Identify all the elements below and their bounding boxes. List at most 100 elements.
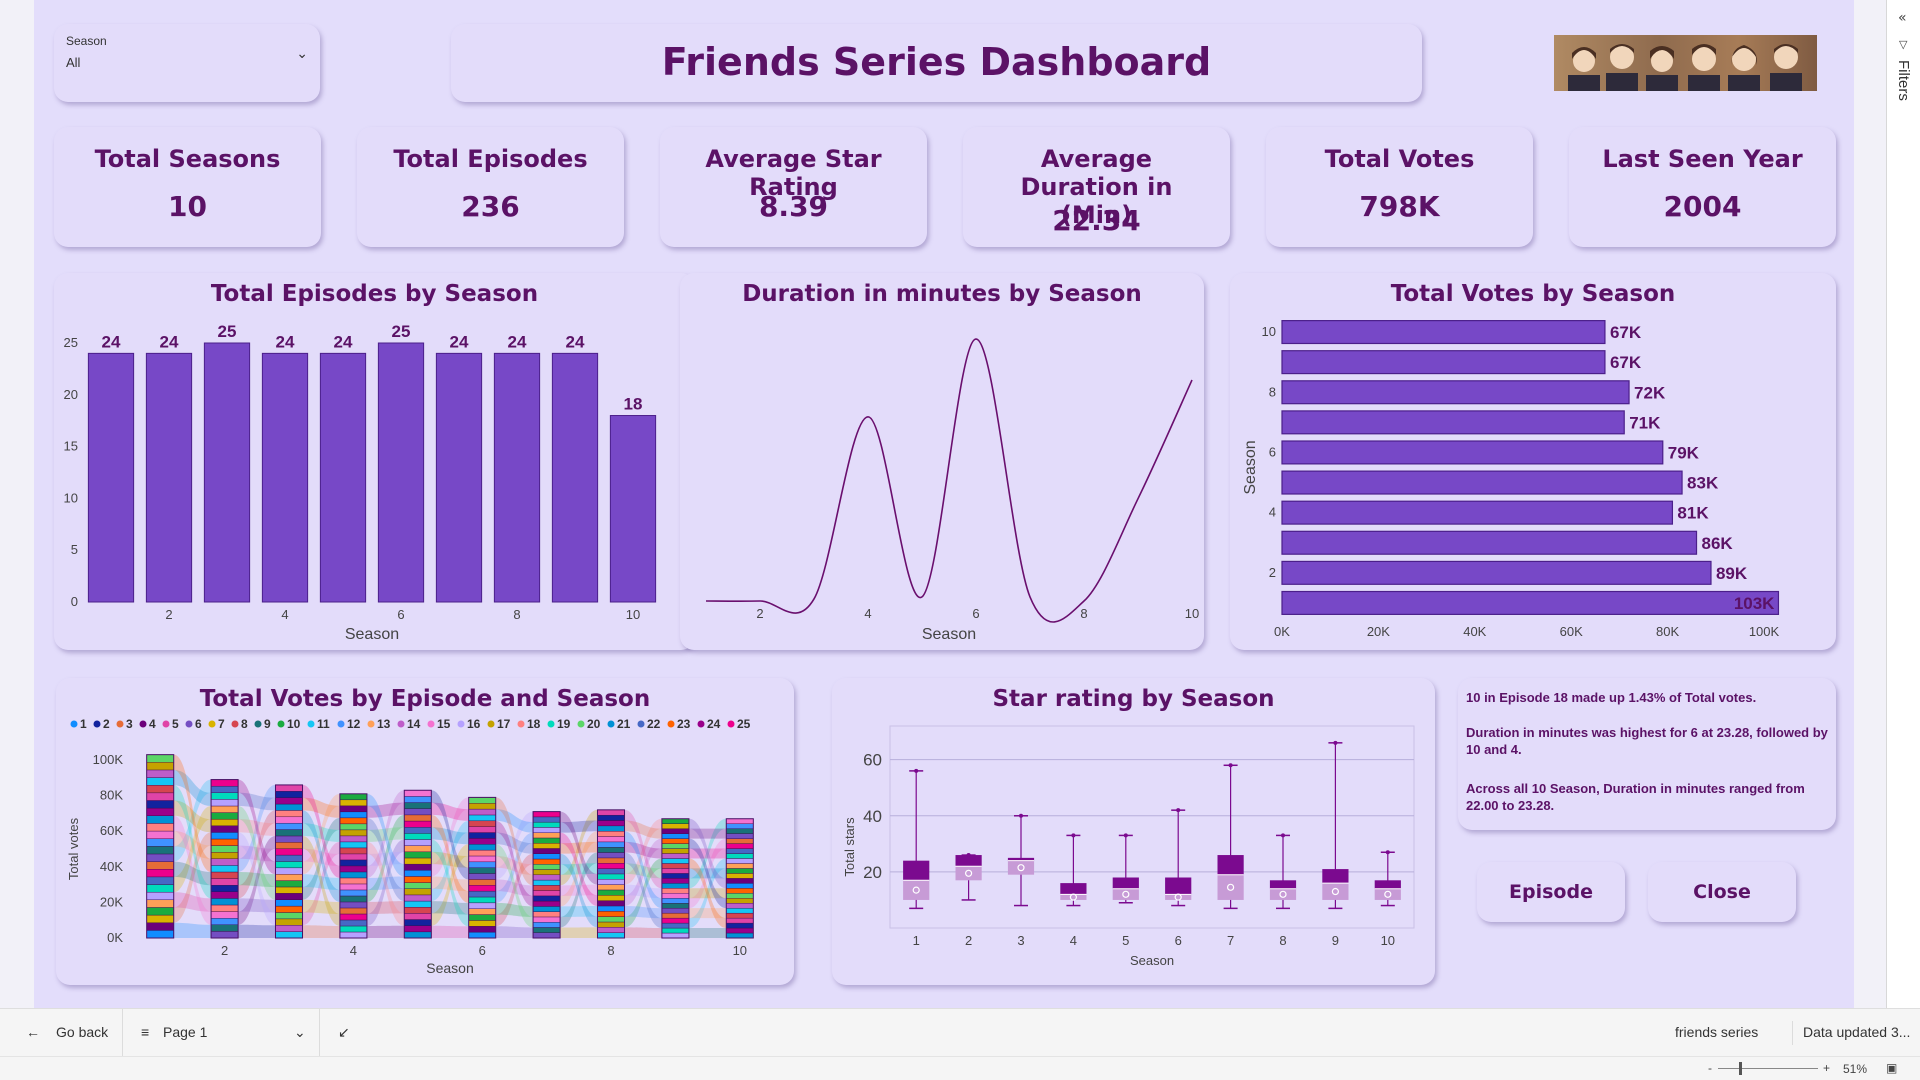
go-back-link[interactable]: Go back xyxy=(56,1024,109,1040)
ribbon xyxy=(302,817,340,900)
stack-segment-season-3 xyxy=(275,925,303,932)
zoom-slider-thumb[interactable] xyxy=(1739,1062,1742,1075)
stack-segment-season-3 xyxy=(275,835,303,843)
stack-segment-season-4 xyxy=(339,811,368,819)
stack-segment-season-4 xyxy=(339,823,368,831)
right-gutter xyxy=(1854,0,1886,1008)
stack-segment-season-10 xyxy=(726,848,754,854)
x-tick-label: 10 xyxy=(1381,933,1395,948)
y-tick-label: 20 xyxy=(64,387,78,402)
kpi-average-duration: Average Duration in (Min) 22.34 xyxy=(963,127,1230,247)
outlier-point xyxy=(914,768,919,773)
ribbon xyxy=(560,884,598,896)
zoom-out-button[interactable]: - xyxy=(1708,1061,1712,1075)
ribbon xyxy=(688,908,727,919)
stack-segment-season-8 xyxy=(597,825,625,832)
zoom-in-button[interactable]: + xyxy=(1823,1061,1831,1075)
stack-segment-season-5 xyxy=(404,919,432,926)
stack-segment-season-8 xyxy=(597,841,625,848)
stack-segment-season-1 xyxy=(146,777,174,786)
stack-segment-season-6 xyxy=(468,914,496,921)
bar-season-8 xyxy=(1281,380,1630,405)
stack-segment-season-10 xyxy=(726,843,754,849)
collapse-chevron-icon[interactable]: « xyxy=(1898,10,1907,26)
collapse-arrows-icon[interactable]: ↙ xyxy=(338,1024,350,1040)
stack-segment-season-1 xyxy=(146,914,174,923)
stack-segment-season-6 xyxy=(468,931,496,939)
stack-segment-season-2 xyxy=(210,898,239,906)
stack-segment-season-7 xyxy=(532,837,561,844)
box-lower-season-3 xyxy=(1007,860,1035,875)
legend-marker xyxy=(139,720,147,728)
ribbon xyxy=(366,876,405,890)
stack-segment-season-3 xyxy=(275,899,303,907)
box-lower-season-8 xyxy=(1269,888,1297,900)
stack-segment-season-4 xyxy=(339,913,368,921)
ribbon xyxy=(302,848,340,866)
stack-segment-season-7 xyxy=(532,922,561,928)
chart-episodes-by-season[interactable]: Total Episodes by Season 0 5 10 15 20 25 24 24 2… xyxy=(54,273,695,650)
stack-segment-season-3 xyxy=(275,810,303,818)
x-tick-label: 10 xyxy=(733,943,747,958)
bar-data-label: 24 xyxy=(508,332,527,351)
stack-segment-season-6 xyxy=(468,861,496,868)
bar-season-5 xyxy=(319,352,367,603)
stack-column-season-6 xyxy=(468,796,497,939)
ribbon xyxy=(302,810,340,902)
chevron-down-icon[interactable]: ⌄ xyxy=(296,46,308,62)
stack-segment-season-9 xyxy=(661,863,690,869)
y-tick-label: 4 xyxy=(1269,505,1276,520)
stack-segment-season-1 xyxy=(146,815,174,824)
legend-marker xyxy=(231,720,239,728)
filters-pane[interactable]: « ▽ Filters xyxy=(1886,0,1920,1008)
legend-label: 24 xyxy=(707,717,721,731)
kpi-last-seen-year: Last Seen Year 2004 xyxy=(1569,127,1836,247)
chevron-down-icon[interactable]: ⌄ xyxy=(294,1024,306,1040)
stack-segment-season-8 xyxy=(597,830,625,837)
legend-label: 16 xyxy=(467,717,481,731)
report-name: friends series xyxy=(1675,1024,1759,1040)
y-tick-label: 60K xyxy=(100,823,123,838)
legend-label: 10 xyxy=(287,717,301,731)
fit-page-icon[interactable]: ▣ xyxy=(1886,1061,1898,1075)
mean-marker xyxy=(1017,864,1025,872)
ribbon xyxy=(431,797,469,877)
ribbon xyxy=(173,922,212,938)
divider xyxy=(1792,1021,1793,1045)
stack-segment-season-2 xyxy=(210,904,239,912)
stack-segment-season-6 xyxy=(468,797,496,804)
episode-button[interactable]: Episode xyxy=(1477,862,1625,922)
stack-segment-season-3 xyxy=(275,861,303,869)
legend-marker xyxy=(697,720,705,728)
back-arrow-icon[interactable]: ← xyxy=(26,1024,40,1040)
slicer-value[interactable]: All xyxy=(66,55,81,70)
stack-segment-season-5 xyxy=(404,845,432,853)
stack-segment-season-9 xyxy=(661,927,690,934)
chart-star-rating-by-season[interactable]: Star rating by Season 20 40 60 1 2 3 4 5 6 7 8 9 10 S… xyxy=(832,678,1435,985)
stack-segment-season-8 xyxy=(597,809,625,816)
stack-segment-season-3 xyxy=(275,803,303,811)
chart-duration-by-season[interactable]: Duration in minutes by Season 2 4 6 8 10 Seas… xyxy=(680,273,1204,650)
ribbon xyxy=(238,784,276,872)
season-slicer[interactable]: Season All ⌄ xyxy=(54,24,320,102)
bar-season-4 xyxy=(1281,500,1674,525)
stack-segment-season-10 xyxy=(726,907,754,914)
close-button[interactable]: Close xyxy=(1648,862,1796,922)
x-axis-title: Season xyxy=(426,960,473,976)
ribbon xyxy=(624,884,662,899)
page-selector[interactable]: Page 1 xyxy=(163,1024,208,1040)
stack-segment-season-1 xyxy=(146,823,174,832)
chart-votes-by-season[interactable]: Total Votes by Season 67K 67K 72K 71K 79K 83K… xyxy=(1230,273,1836,650)
zoom-slider[interactable] xyxy=(1718,1068,1818,1069)
stack-segment-season-3 xyxy=(275,905,303,913)
ribbon xyxy=(302,784,340,878)
box-chart-svg: 20 40 60 1 2 3 4 5 6 7 8 9 10 Season Total stars xyxy=(842,725,1415,968)
stack-segment-season-7 xyxy=(532,858,561,865)
stack-segment-season-4 xyxy=(339,853,368,861)
bar-data-label: 103K xyxy=(1734,594,1775,613)
filters-label[interactable]: Filters xyxy=(1895,60,1912,101)
bar-data-label: 67K xyxy=(1610,323,1642,342)
x-tick-label: 0K xyxy=(1274,624,1290,639)
ribbon xyxy=(173,861,212,886)
